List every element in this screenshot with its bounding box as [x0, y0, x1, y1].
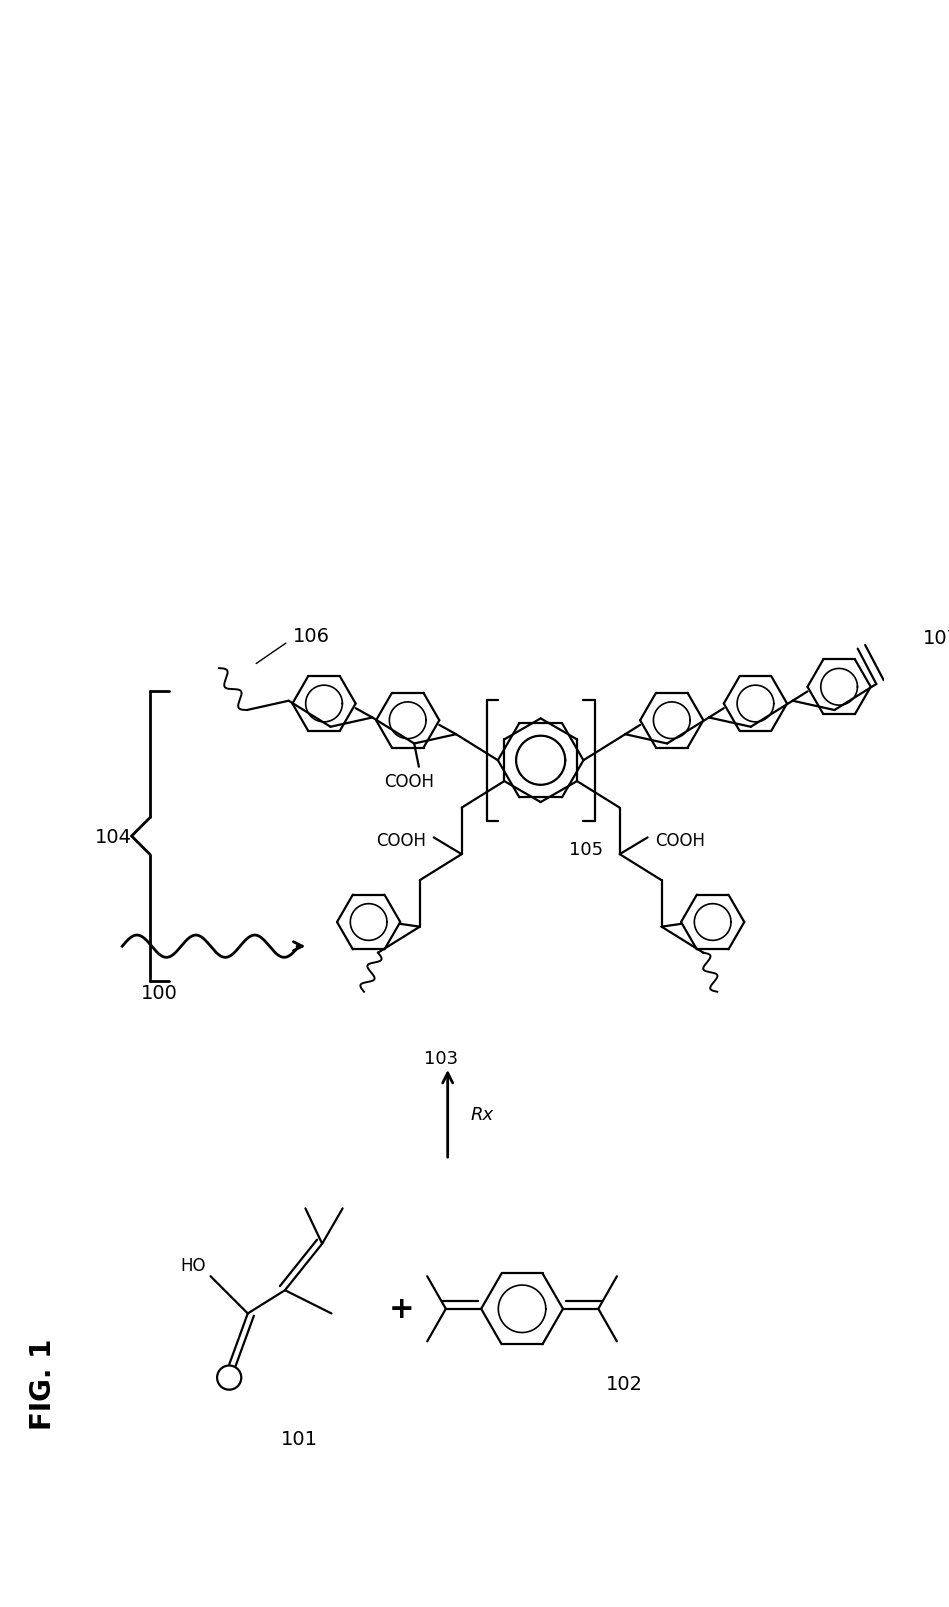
Text: COOH: COOH — [655, 832, 705, 850]
Text: 103: 103 — [424, 1049, 458, 1067]
Text: 107: 107 — [922, 628, 949, 648]
Text: 106: 106 — [293, 627, 330, 646]
Text: FIG. 1: FIG. 1 — [29, 1337, 57, 1429]
Text: HO: HO — [181, 1257, 206, 1274]
Text: 100: 100 — [141, 983, 177, 1003]
Text: Rx: Rx — [471, 1106, 494, 1123]
Text: 104: 104 — [95, 828, 132, 845]
Text: COOH: COOH — [384, 773, 435, 791]
Text: 105: 105 — [568, 840, 603, 858]
Text: 102: 102 — [605, 1374, 642, 1393]
Text: 101: 101 — [280, 1430, 317, 1448]
Text: COOH: COOH — [376, 832, 426, 850]
Text: +: + — [388, 1295, 414, 1324]
